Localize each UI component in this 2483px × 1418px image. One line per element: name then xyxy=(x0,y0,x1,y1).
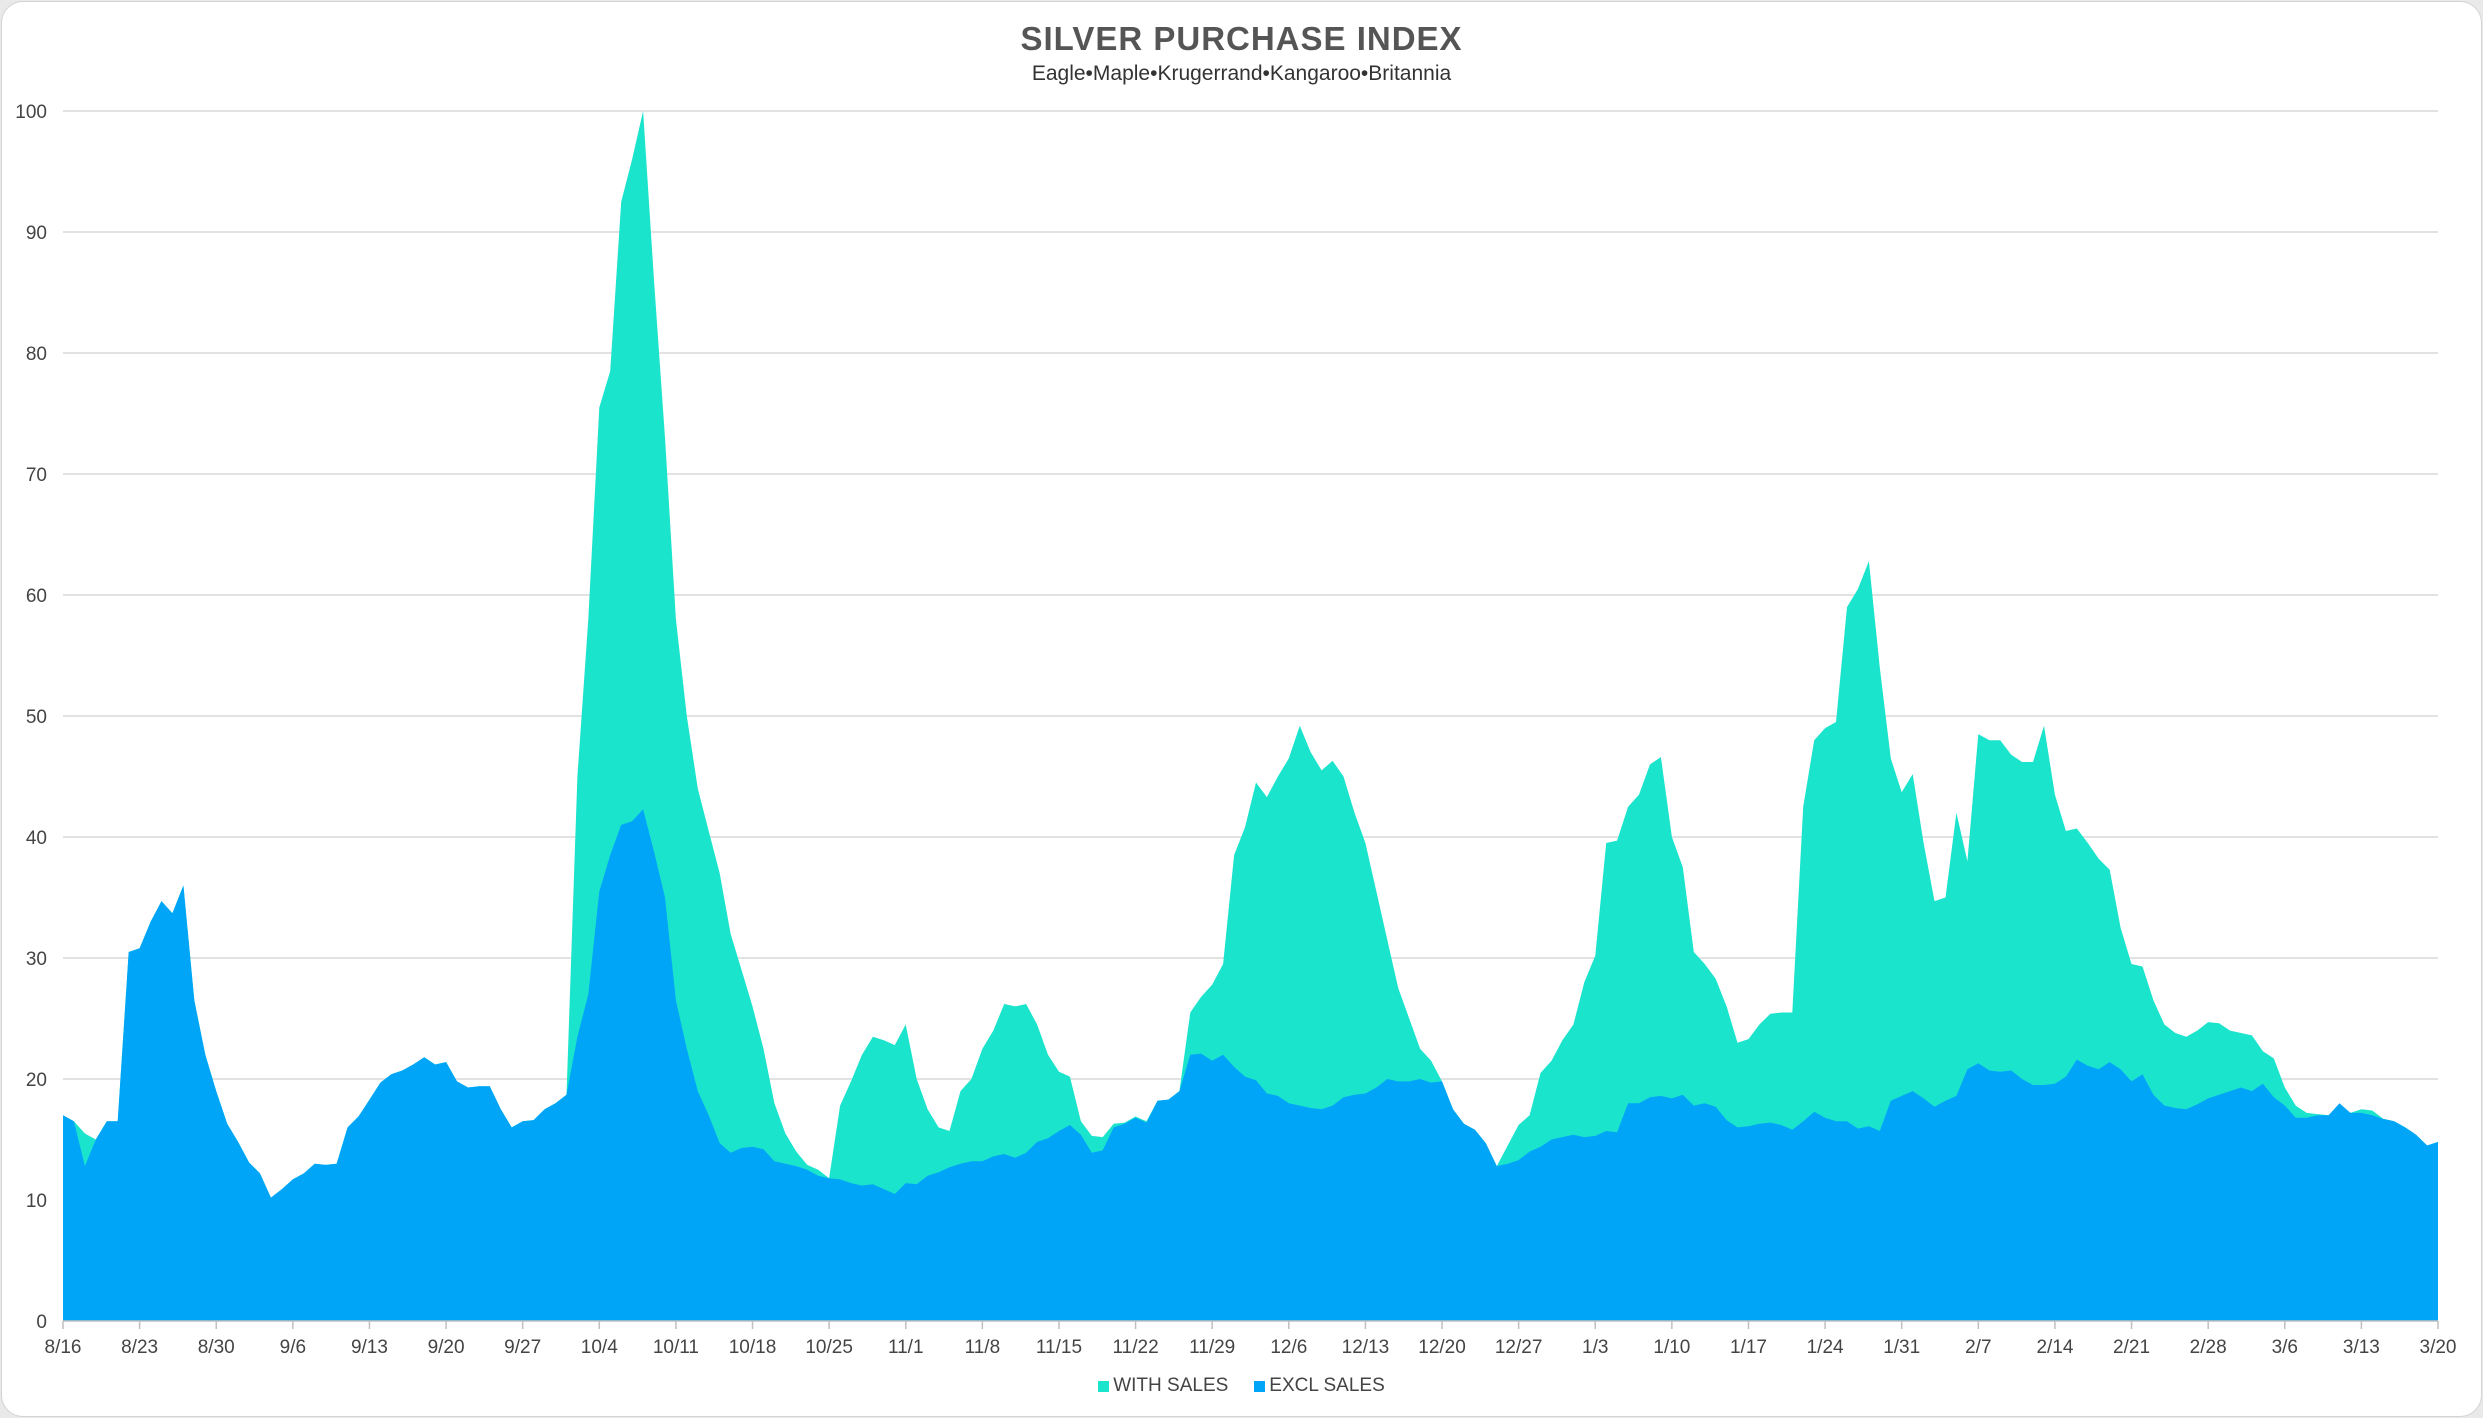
x-tick-label: 12/27 xyxy=(1495,1337,1543,1358)
x-tick-label: 2/21 xyxy=(2113,1337,2150,1358)
y-tick-label: 90 xyxy=(26,223,47,244)
x-tick-label: 9/20 xyxy=(428,1337,465,1358)
x-tick-label: 10/11 xyxy=(653,1337,699,1358)
x-tick-label: 3/6 xyxy=(2272,1337,2298,1358)
x-tick-label: 2/7 xyxy=(1965,1337,1991,1358)
x-tick-label: 10/25 xyxy=(805,1337,853,1358)
x-tick-label: 8/23 xyxy=(121,1337,158,1358)
x-tick-label: 9/27 xyxy=(504,1337,541,1358)
x-tick-label: 8/30 xyxy=(198,1337,235,1358)
x-tick-label: 1/17 xyxy=(1730,1337,1767,1358)
x-tick-label: 11/15 xyxy=(1036,1337,1082,1358)
chart-title: SILVER PURCHASE INDEX xyxy=(1020,20,1463,57)
x-tick-label: 11/1 xyxy=(888,1337,924,1358)
legend-label-with-sales: WITH SALES xyxy=(1113,1375,1229,1396)
x-tick-label: 11/29 xyxy=(1189,1337,1235,1358)
x-tick-label: 12/13 xyxy=(1342,1337,1390,1358)
x-tick-label: 3/13 xyxy=(2343,1337,2380,1358)
y-tick-label: 30 xyxy=(26,949,47,970)
y-tick-label: 50 xyxy=(26,707,47,728)
x-tick-label: 2/28 xyxy=(2190,1337,2227,1358)
legend-swatch-with-sales xyxy=(1098,1380,1110,1392)
y-tick-label: 70 xyxy=(26,465,47,486)
x-tick-label: 1/3 xyxy=(1582,1337,1608,1358)
x-tick-label: 1/31 xyxy=(1883,1337,1920,1358)
y-tick-label: 10 xyxy=(26,1191,47,1212)
x-tick-label: 9/13 xyxy=(351,1337,388,1358)
x-tick-label: 3/20 xyxy=(2420,1337,2457,1358)
x-tick-label: 12/6 xyxy=(1270,1337,1307,1358)
y-tick-label: 60 xyxy=(26,586,47,607)
legend-swatch-excl-sales xyxy=(1254,1380,1266,1392)
x-tick-label: 10/18 xyxy=(729,1337,777,1358)
x-tick-label: 9/6 xyxy=(280,1337,306,1358)
x-tick-label: 1/24 xyxy=(1807,1337,1844,1358)
chart-subtitle: Eagle•Maple•Krugerrand•Kangaroo•Britanni… xyxy=(1031,62,1452,85)
x-tick-label: 11/8 xyxy=(965,1337,1001,1358)
x-tick-label: 10/4 xyxy=(581,1337,618,1358)
y-tick-label: 100 xyxy=(15,102,47,123)
area-series-excl-sales xyxy=(63,809,2438,1321)
x-tick-label: 11/22 xyxy=(1113,1337,1159,1358)
legend: WITH SALES EXCL SALES xyxy=(0,1375,2483,1397)
y-tick-label: 80 xyxy=(26,344,47,365)
y-tick-label: 40 xyxy=(26,828,47,849)
legend-item-excl-sales: EXCL SALES xyxy=(1254,1375,1385,1397)
x-tick-label: 12/20 xyxy=(1418,1337,1466,1358)
x-tick-label: 2/14 xyxy=(2036,1337,2073,1358)
series-areas xyxy=(63,111,2438,1321)
x-tick-label: 1/10 xyxy=(1653,1337,1690,1358)
axes: 0 10 20 30 40 50 60 70 80 90 100 8/16 8/23 8/30 9/6 9/1… xyxy=(15,102,2456,1358)
legend-label-excl-sales: EXCL SALES xyxy=(1269,1375,1385,1396)
y-tick-label: 0 xyxy=(36,1312,47,1333)
y-tick-label: 20 xyxy=(26,1070,47,1091)
x-tick-label: 8/16 xyxy=(45,1337,82,1358)
legend-item-with-sales: WITH SALES xyxy=(1098,1375,1228,1397)
